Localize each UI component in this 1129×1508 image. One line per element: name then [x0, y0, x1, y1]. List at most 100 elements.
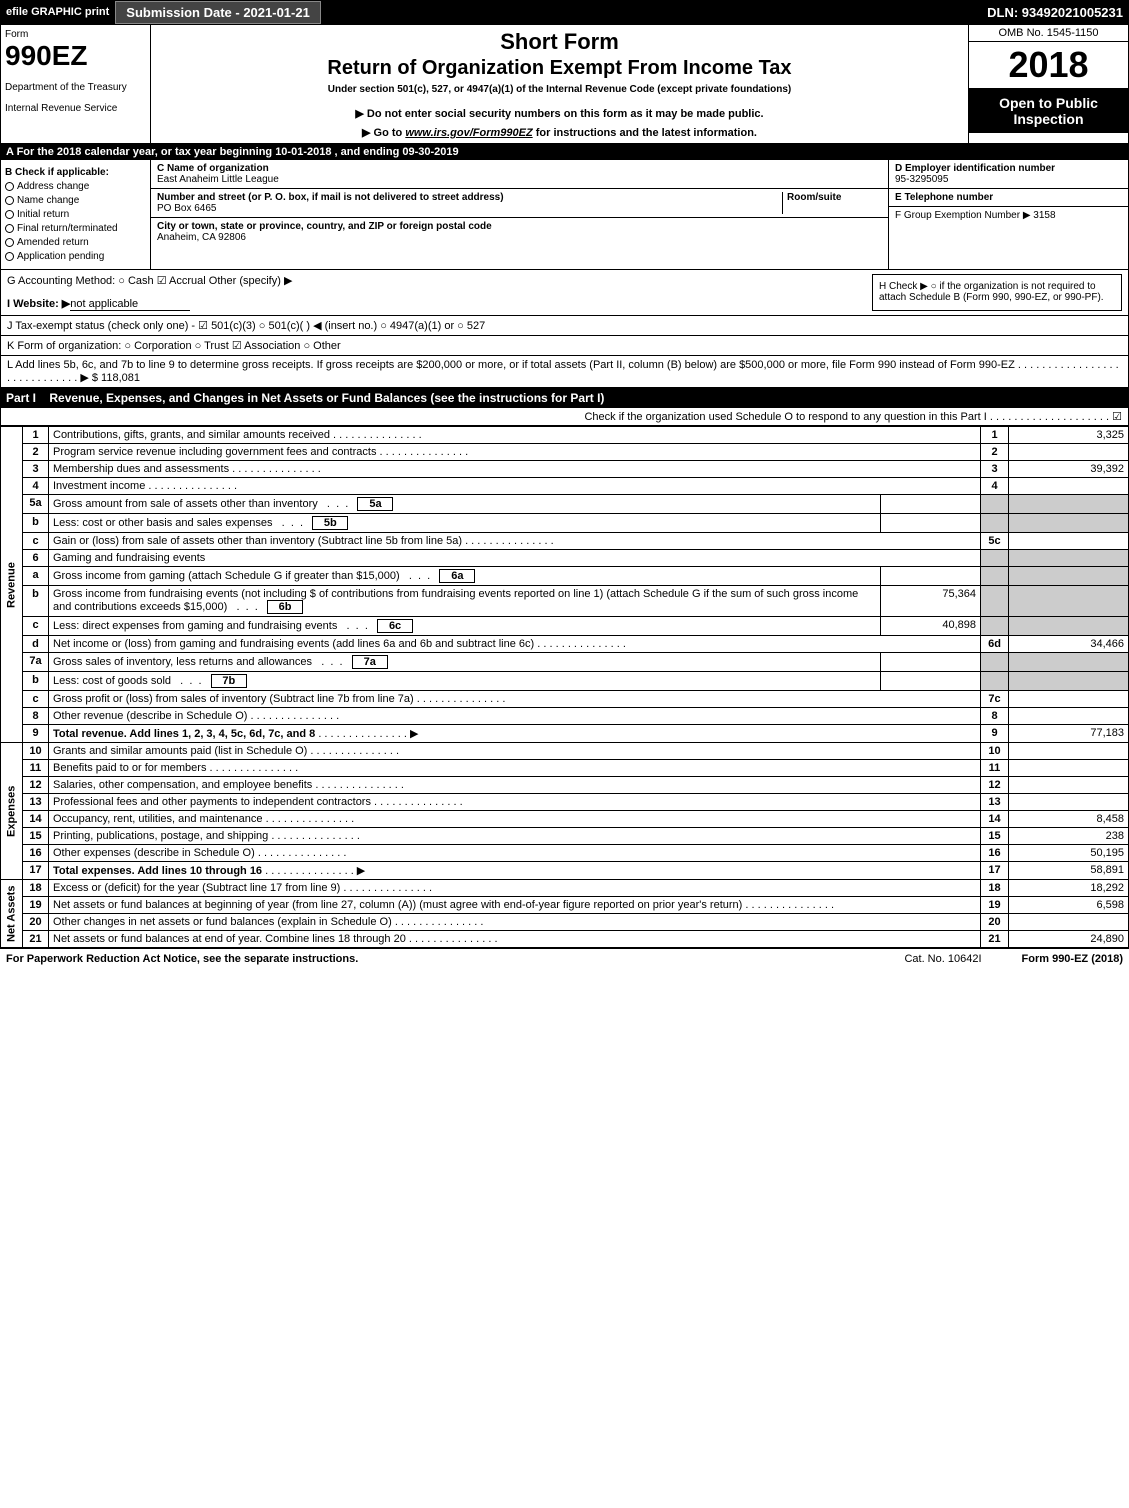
line-desc: Benefits paid to or for members [49, 760, 981, 777]
amount: 18,292 [1009, 880, 1129, 897]
short-form-title: Short Form [159, 29, 960, 55]
line-7c: cGross profit or (loss) from sales of in… [1, 691, 1129, 708]
b-header: B Check if applicable: [5, 167, 146, 178]
line-1: Revenue1Contributions, gifts, grants, an… [1, 427, 1129, 444]
line-num: d [23, 636, 49, 653]
line-9: 9Total revenue. Add lines 1, 2, 3, 4, 5c… [1, 725, 1129, 743]
line-num: b [23, 672, 49, 691]
line-desc: Program service revenue including govern… [49, 444, 981, 461]
line-num: 2 [23, 444, 49, 461]
line-desc: Gaming and fundraising events [49, 550, 981, 567]
line-desc: Gross amount from sale of assets other t… [49, 495, 881, 514]
line-14: 14Occupancy, rent, utilities, and mainte… [1, 811, 1129, 828]
line-ref: 15 [981, 828, 1009, 845]
city-label: City or town, state or province, country… [157, 221, 882, 232]
line-ref: 1 [981, 427, 1009, 444]
line-6: 6Gaming and fundraising events [1, 550, 1129, 567]
line-num: 13 [23, 794, 49, 811]
org-name-row: C Name of organization East Anaheim Litt… [151, 160, 888, 189]
line-ref: 11 [981, 760, 1009, 777]
goto-note: ▶ Go to www.irs.gov/Form990EZ for instru… [159, 126, 960, 139]
i-website: I Website: ▶not applicable [7, 297, 872, 311]
section-b: B Check if applicable: Address change Nam… [1, 160, 151, 269]
inner-amount [881, 514, 981, 533]
line-ref-shade [981, 495, 1009, 514]
line-ref-shade [981, 672, 1009, 691]
line-desc: Salaries, other compensation, and employ… [49, 777, 981, 794]
inner-amount [881, 567, 981, 586]
amount-shade [1009, 495, 1129, 514]
checkbox-address-change[interactable]: Address change [5, 181, 146, 192]
checkbox-name-change[interactable]: Name change [5, 195, 146, 206]
amount-shade [1009, 653, 1129, 672]
j-tax-exempt: J Tax-exempt status (check only one) - ☑… [0, 316, 1129, 336]
c-name-label: C Name of organization [157, 163, 882, 174]
k-org-form: K Form of organization: ○ Corporation ○ … [0, 336, 1129, 356]
line-ref: 2 [981, 444, 1009, 461]
line-num: 3 [23, 461, 49, 478]
line-7a: 7aGross sales of inventory, less returns… [1, 653, 1129, 672]
under-section: Under section 501(c), 527, or 4947(a)(1)… [159, 84, 960, 95]
amount [1009, 760, 1129, 777]
line-10: Expenses10Grants and similar amounts pai… [1, 743, 1129, 760]
line-21: 21Net assets or fund balances at end of … [1, 931, 1129, 948]
line-desc: Total expenses. Add lines 10 through 16 … [49, 862, 981, 880]
inner-amount [881, 495, 981, 514]
line-num: 8 [23, 708, 49, 725]
line-b: bLess: cost of goods sold . . . 7b [1, 672, 1129, 691]
city-row: City or town, state or province, country… [151, 218, 888, 246]
amount [1009, 533, 1129, 550]
efile-label[interactable]: efile GRAPHIC print [0, 6, 115, 18]
line-num: c [23, 533, 49, 550]
line-num: 1 [23, 427, 49, 444]
amount-shade [1009, 617, 1129, 636]
line-desc: Net assets or fund balances at end of ye… [49, 931, 981, 948]
omb-number: OMB No. 1545-1150 [969, 25, 1128, 42]
line-ref: 21 [981, 931, 1009, 948]
amount [1009, 794, 1129, 811]
amount-shade [1009, 586, 1129, 617]
checkbox-amended-return[interactable]: Amended return [5, 237, 146, 248]
line-ref-shade [981, 586, 1009, 617]
line-b: bLess: cost or other basis and sales exp… [1, 514, 1129, 533]
line-18: Net Assets18Excess or (deficit) for the … [1, 880, 1129, 897]
checkbox-application-pending[interactable]: Application pending [5, 251, 146, 262]
line-ref: 16 [981, 845, 1009, 862]
line-5a: 5aGross amount from sale of assets other… [1, 495, 1129, 514]
line-num: 17 [23, 862, 49, 880]
form-id-box: Form 990EZ Department of the Treasury In… [1, 25, 151, 143]
line-num: b [23, 586, 49, 617]
amount [1009, 743, 1129, 760]
amount: 50,195 [1009, 845, 1129, 862]
e-label: E Telephone number [895, 192, 993, 203]
lines-table: Revenue1Contributions, gifts, grants, an… [0, 426, 1129, 948]
line-ref: 10 [981, 743, 1009, 760]
l-gross-receipts: L Add lines 5b, 6c, and 7b to line 9 to … [0, 356, 1129, 388]
section-def: D Employer identification number 95-3295… [888, 160, 1128, 269]
line-16: 16Other expenses (describe in Schedule O… [1, 845, 1129, 862]
part1-label: Part I [6, 391, 36, 405]
line-ref-shade [981, 567, 1009, 586]
line-ref: 5c [981, 533, 1009, 550]
line-num: c [23, 617, 49, 636]
line-ref: 19 [981, 897, 1009, 914]
line-ref: 12 [981, 777, 1009, 794]
line-num: 14 [23, 811, 49, 828]
amount: 77,183 [1009, 725, 1129, 743]
line-ref-shade [981, 653, 1009, 672]
line-ref: 8 [981, 708, 1009, 725]
irs-link[interactable]: www.irs.gov/Form990EZ [405, 127, 532, 139]
addr-row: Number and street (or P. O. box, if mail… [151, 189, 888, 218]
org-address: PO Box 6465 [157, 203, 216, 214]
line-ref: 4 [981, 478, 1009, 495]
part1-sub: Check if the organization used Schedule … [0, 408, 1129, 426]
amount: 238 [1009, 828, 1129, 845]
amount: 8,458 [1009, 811, 1129, 828]
checkbox-initial-return[interactable]: Initial return [5, 209, 146, 220]
amount-shade [1009, 514, 1129, 533]
checkbox-final-return-terminated[interactable]: Final return/terminated [5, 223, 146, 234]
line-desc: Less: cost or other basis and sales expe… [49, 514, 881, 533]
line-desc: Total revenue. Add lines 1, 2, 3, 4, 5c,… [49, 725, 981, 743]
line-ref: 7c [981, 691, 1009, 708]
line-ref-shade [981, 617, 1009, 636]
